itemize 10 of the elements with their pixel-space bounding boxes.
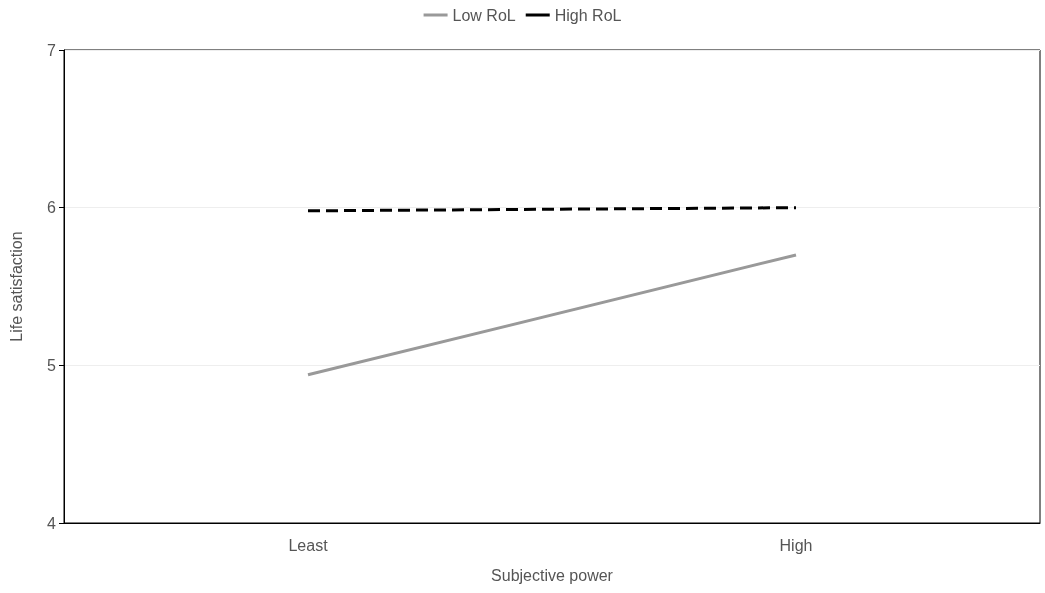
y-tick-label: 6	[47, 199, 57, 217]
x-axis-title: Subjective power	[491, 566, 614, 584]
y-tick-label: 7	[47, 41, 57, 59]
x-tick-label: Least	[288, 536, 329, 554]
legend-label: Low RoL	[452, 6, 516, 24]
y-axis-title: Life satisfaction	[7, 231, 25, 342]
y-tick-label: 4	[47, 514, 57, 532]
x-tick-label: High	[779, 536, 813, 554]
y-tick-label: 5	[47, 356, 57, 374]
legend-label: High RoL	[554, 6, 622, 24]
